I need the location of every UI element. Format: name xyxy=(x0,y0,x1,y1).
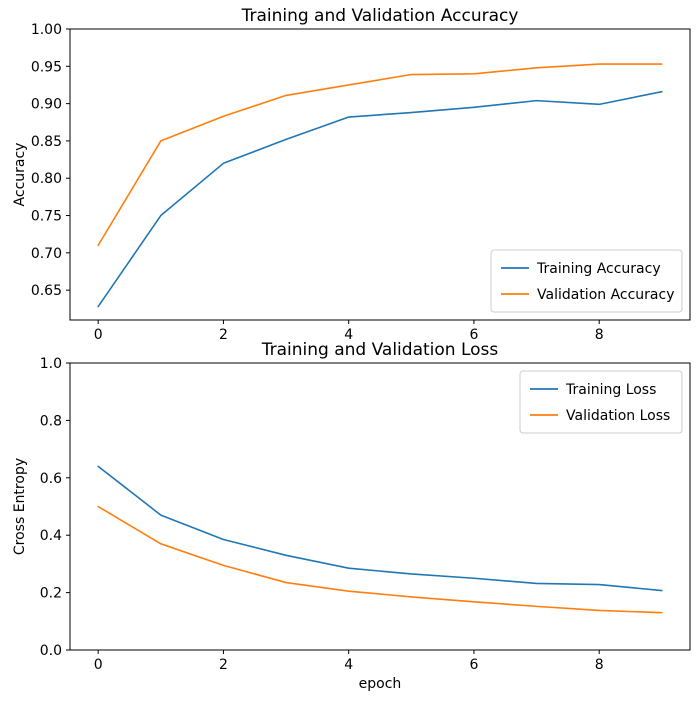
y-tick-label: 0.75 xyxy=(31,209,62,225)
legend: Training Accuracy Validation Accuracy xyxy=(490,249,683,313)
x-tick-label: 6 xyxy=(469,327,478,343)
legend: Training Loss Validation Loss xyxy=(519,370,683,434)
y-tick-label: 0.2 xyxy=(40,586,62,602)
x-tick-label: 0 xyxy=(94,327,103,343)
accuracy-chart: 0 2 4 6 8 0.65 0.70 0.75 0.80 0.85 0.90 0.95 1.00 Tra… xyxy=(12,6,691,343)
chart-title: Training and Validation Accuracy xyxy=(241,6,519,26)
axes-spines xyxy=(69,28,691,321)
y-tick-label: 0.80 xyxy=(31,171,62,187)
y-tick-label: 0.6 xyxy=(40,471,62,487)
x-tick-label: 8 xyxy=(595,657,604,673)
y-tick-label: 0.70 xyxy=(31,246,62,262)
legend-label: Training Loss xyxy=(565,382,656,398)
x-tick-label: 8 xyxy=(595,327,604,343)
y-axis-label: Cross Entropy xyxy=(12,458,28,555)
y-tick-label: 0.85 xyxy=(31,134,62,150)
validation-accuracy-line xyxy=(97,63,663,247)
chart-title: Training and Validation Loss xyxy=(261,340,499,360)
y-tick-label: 0.0 xyxy=(40,643,62,659)
x-tick-label: 6 xyxy=(469,657,478,673)
y-tick-label: 1.0 xyxy=(40,356,62,372)
y-tick-label: 0.90 xyxy=(31,97,62,113)
training-accuracy-line xyxy=(97,90,663,308)
x-tick-label: 4 xyxy=(344,327,353,343)
training-loss-line xyxy=(97,465,663,592)
y-tick-label: 0.65 xyxy=(31,283,62,299)
loss-chart: 0 2 4 6 8 0.0 0.2 0.4 0.6 0.8 1.0 Training and Vali… xyxy=(12,340,691,692)
x-axis-label: epoch xyxy=(359,676,402,692)
x-tick-label: 2 xyxy=(219,327,228,343)
y-tick-label: 0.95 xyxy=(31,59,62,75)
x-tick-label: 0 xyxy=(94,657,103,673)
legend-label: Training Accuracy xyxy=(536,261,661,277)
axes-spines xyxy=(69,362,691,651)
legend-label: Validation Accuracy xyxy=(537,287,675,303)
y-axis-label: Accuracy xyxy=(12,143,28,207)
x-tick-label: 4 xyxy=(344,657,353,673)
y-tick-label: 0.4 xyxy=(40,528,62,544)
x-tick-label: 2 xyxy=(219,657,228,673)
legend-label: Validation Loss xyxy=(566,408,670,424)
y-tick-label: 1.00 xyxy=(31,22,62,38)
validation-loss-line xyxy=(97,505,663,614)
legend-frame xyxy=(490,249,683,313)
legend-frame xyxy=(519,370,683,434)
y-tick-label: 0.8 xyxy=(40,413,62,429)
